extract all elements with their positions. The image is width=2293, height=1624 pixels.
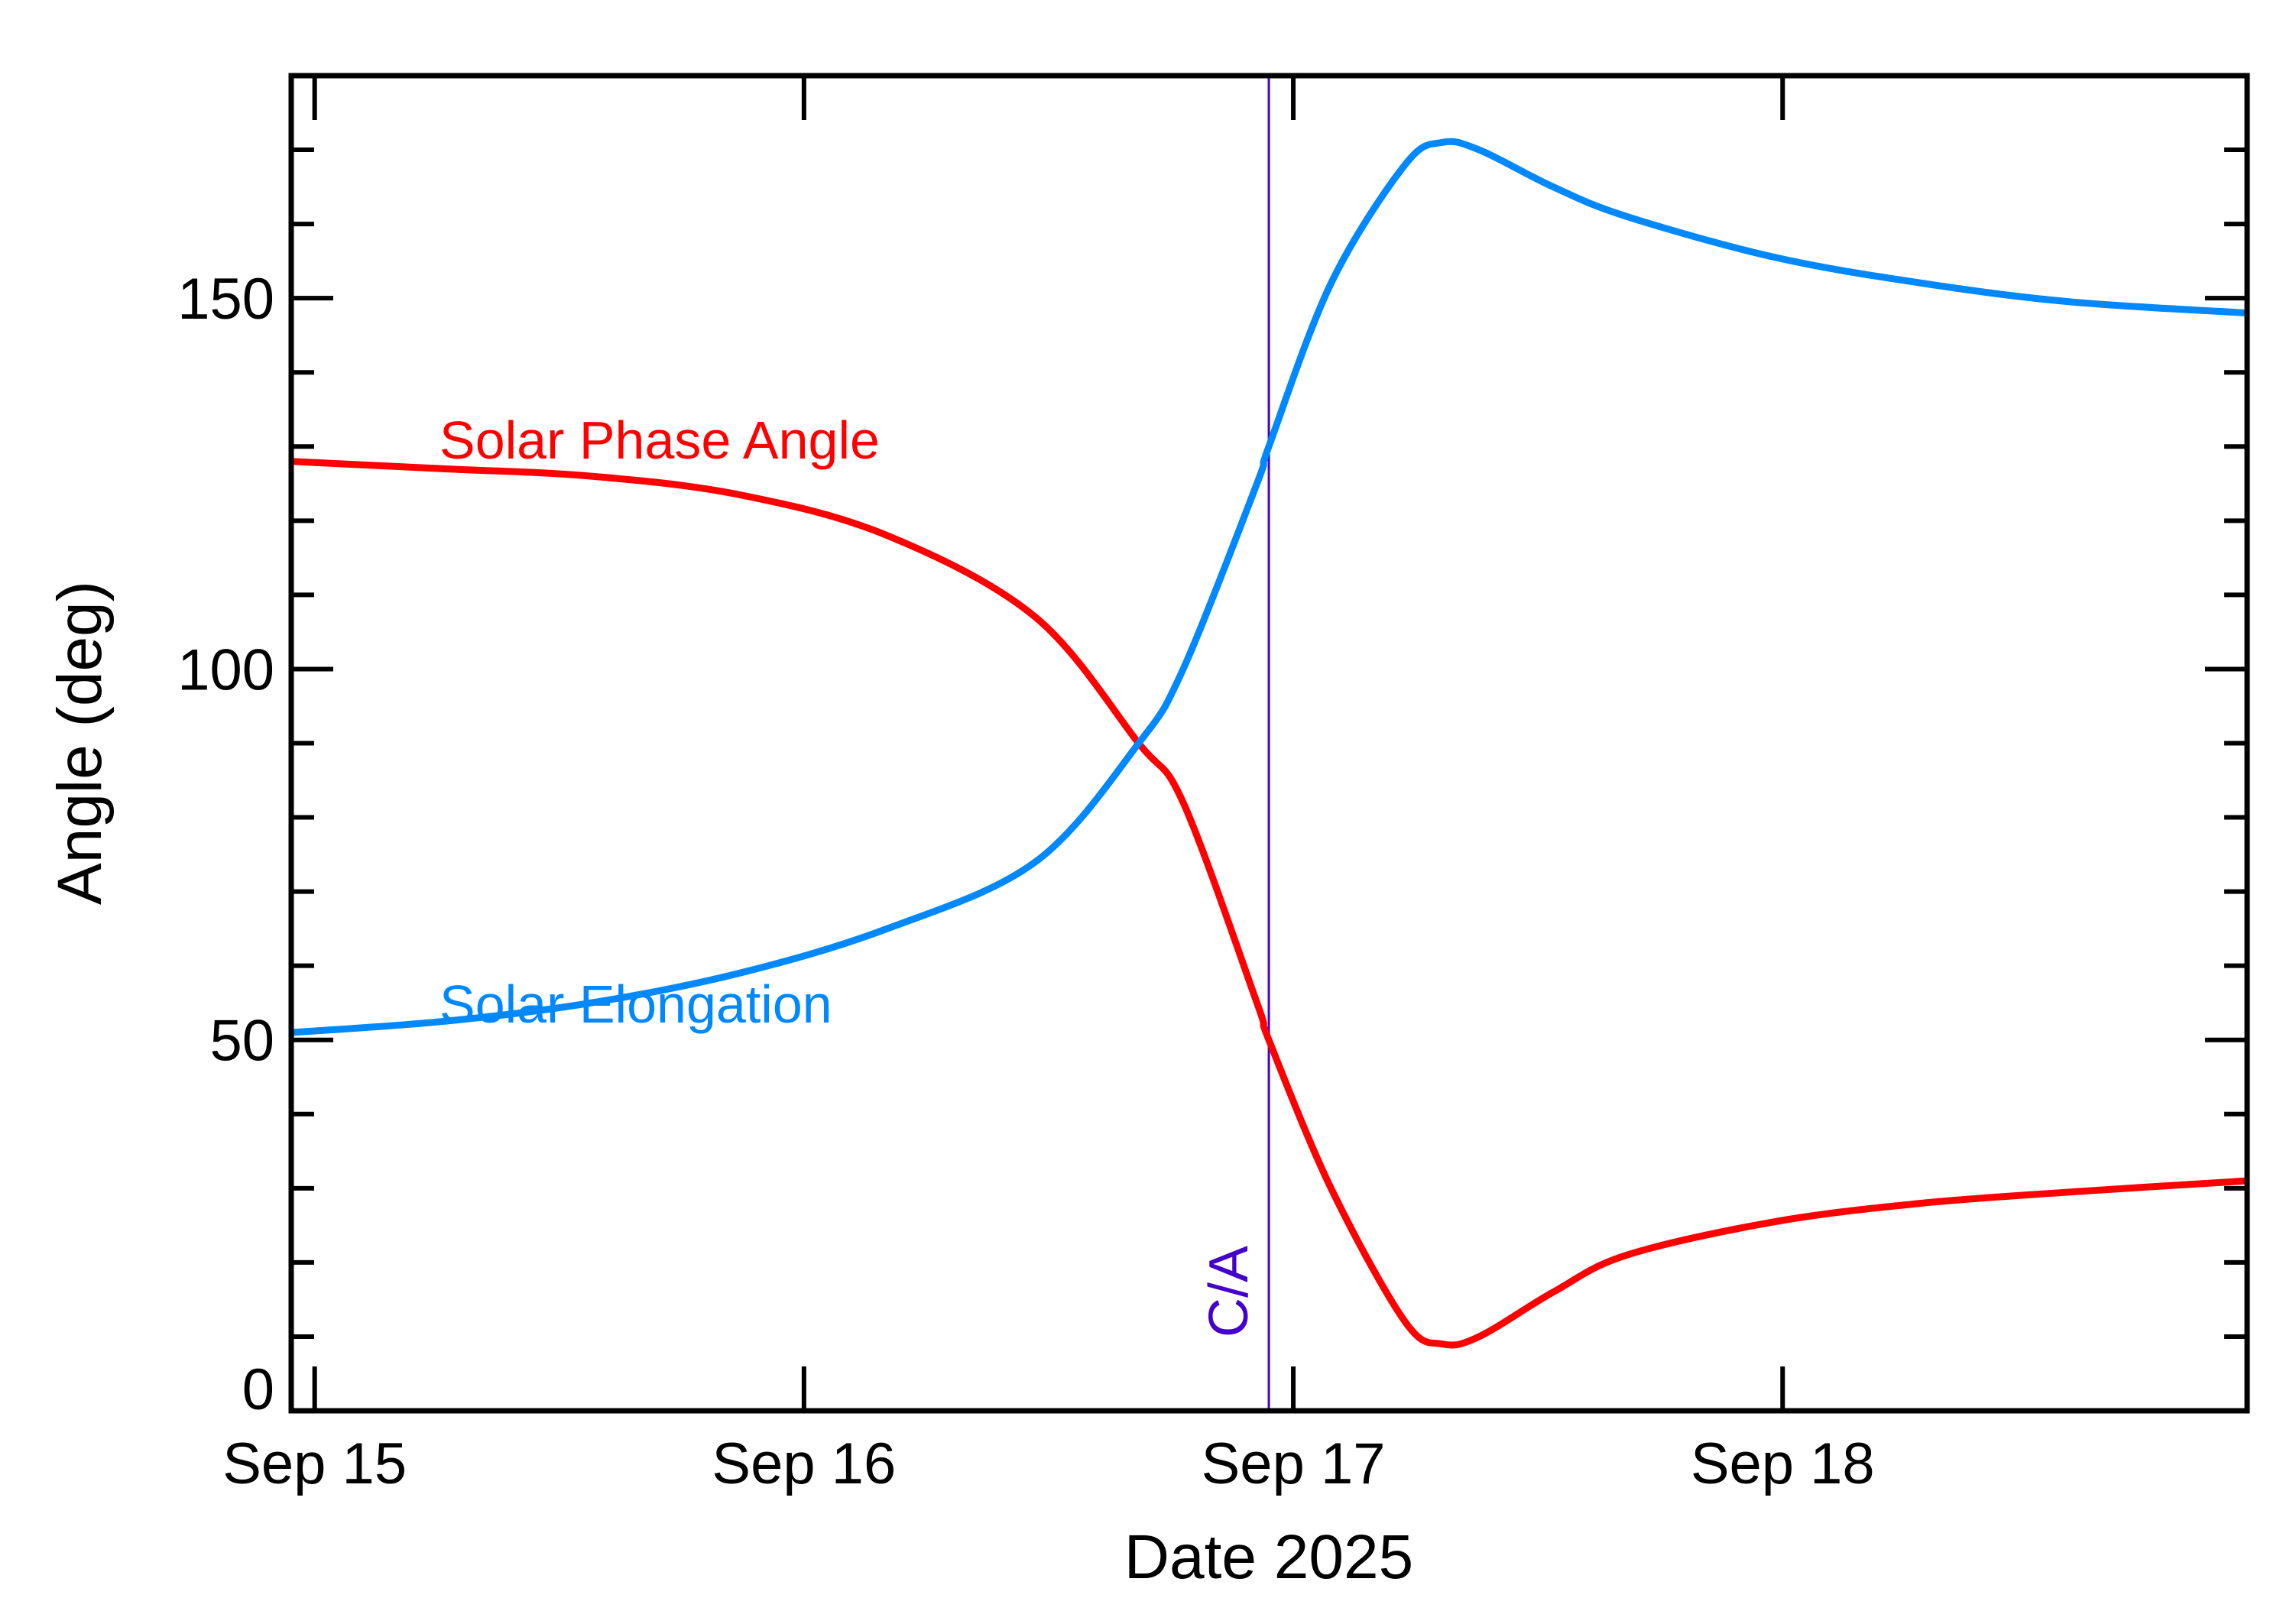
x-tick-label: Sep 15 bbox=[222, 1431, 407, 1496]
series-label-solar-phase-angle: Solar Phase Angle bbox=[439, 410, 880, 470]
x-tick-label: Sep 17 bbox=[1202, 1431, 1386, 1496]
closest-approach-label: C/A bbox=[1198, 1246, 1260, 1337]
x-axis-label: Date 2025 bbox=[1124, 1522, 1413, 1592]
y-tick-label: 50 bbox=[209, 1009, 274, 1074]
x-tick-label: Sep 16 bbox=[712, 1431, 896, 1496]
series-label-solar-elongation: Solar Elongation bbox=[439, 974, 832, 1034]
solar-elongation-line bbox=[290, 138, 2248, 1036]
y-axis-label: Angle (deg) bbox=[45, 581, 115, 905]
y-tick-label: 0 bbox=[242, 1357, 274, 1422]
y-tick-label: 150 bbox=[177, 267, 274, 332]
x-tick-label: Sep 18 bbox=[1691, 1431, 1875, 1496]
y-tick-label: 100 bbox=[177, 637, 274, 702]
solar-phase-angle-line bbox=[290, 458, 2248, 1349]
